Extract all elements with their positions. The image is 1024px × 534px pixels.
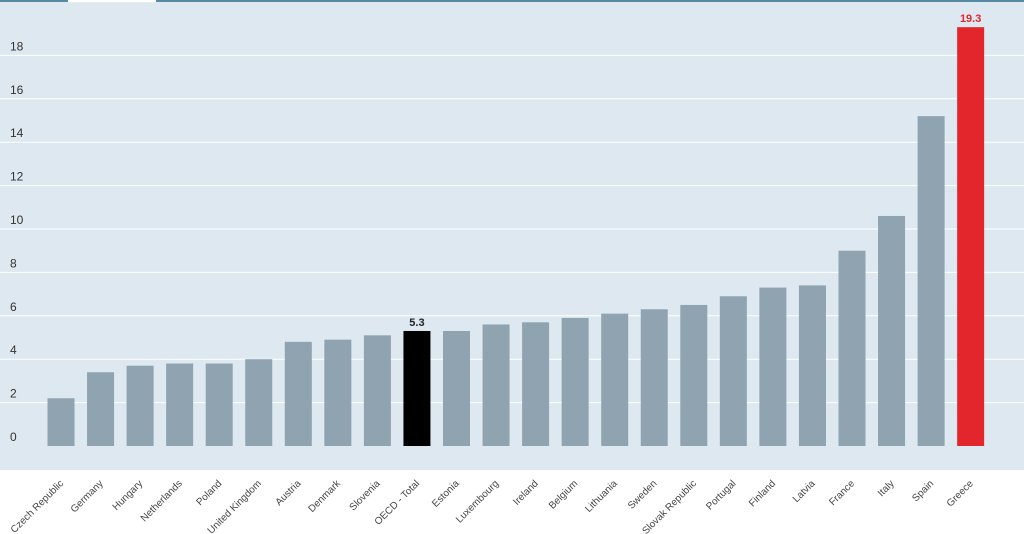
x-tick-label: Italy xyxy=(876,478,897,499)
x-tick-label: Belgium xyxy=(547,478,580,511)
x-tick-label: Slovenia xyxy=(348,478,383,513)
bar xyxy=(403,330,431,446)
bar xyxy=(601,313,629,446)
y-tick-label: 10 xyxy=(10,213,24,227)
bar xyxy=(561,317,589,446)
bar xyxy=(640,309,668,446)
bar xyxy=(838,250,866,446)
x-tick-label: Hungary xyxy=(111,478,146,513)
bars xyxy=(47,27,985,446)
x-tick-label: Luxembourg xyxy=(454,478,501,525)
y-tick-label: 4 xyxy=(10,343,17,357)
bar xyxy=(798,285,826,446)
value-labels: 5.3 19.3 xyxy=(409,13,981,329)
bar xyxy=(205,363,233,446)
x-tick-label: Germany xyxy=(69,478,106,515)
y-tick-label: 16 xyxy=(10,83,24,97)
bar xyxy=(878,215,906,446)
bar xyxy=(126,365,154,446)
x-tick-label: Spain xyxy=(910,478,936,504)
x-tick-label: Austria xyxy=(274,478,304,508)
bar xyxy=(957,27,985,446)
y-tick-label: 8 xyxy=(10,256,17,270)
x-tick-label: Latvia xyxy=(791,478,818,505)
bar xyxy=(719,296,747,446)
bar xyxy=(522,322,550,446)
x-tick-label: Denmark xyxy=(307,478,344,515)
y-axis-ticks: 0 2 4 6 8 10 12 14 16 18 xyxy=(10,39,24,444)
x-tick-label: France xyxy=(827,478,857,508)
x-tick-label: Czech Republic xyxy=(9,478,66,534)
y-tick-label: 2 xyxy=(10,387,17,401)
y-tick-label: 18 xyxy=(10,39,24,53)
x-tick-label: Lithuania xyxy=(583,478,620,515)
x-tick-label: Portugal xyxy=(704,478,738,512)
y-tick-label: 0 xyxy=(10,430,17,444)
bar xyxy=(443,330,470,446)
x-tick-label: Poland xyxy=(195,478,225,508)
x-tick-label: Ireland xyxy=(511,478,540,507)
y-tick-label: 14 xyxy=(10,126,24,140)
bar xyxy=(482,324,510,446)
x-tick-label: Sweden xyxy=(626,478,659,511)
bar xyxy=(47,398,75,446)
x-tick-label: Estonia xyxy=(430,478,462,510)
x-tick-label: Netherlands xyxy=(139,478,185,524)
y-tick-label: 6 xyxy=(10,300,17,314)
bar xyxy=(917,116,945,446)
bar xyxy=(245,359,273,446)
bar xyxy=(284,341,312,446)
bar xyxy=(87,372,115,446)
x-tick-label: Greece xyxy=(945,478,976,509)
bar xyxy=(363,335,391,446)
data-label: 5.3 xyxy=(409,317,424,329)
bar xyxy=(324,339,352,446)
bar xyxy=(680,304,708,446)
data-label: 19.3 xyxy=(960,13,981,25)
bar xyxy=(166,363,194,446)
x-tick-label: Finland xyxy=(747,478,778,509)
y-tick-label: 12 xyxy=(10,170,24,184)
bar xyxy=(759,287,787,446)
